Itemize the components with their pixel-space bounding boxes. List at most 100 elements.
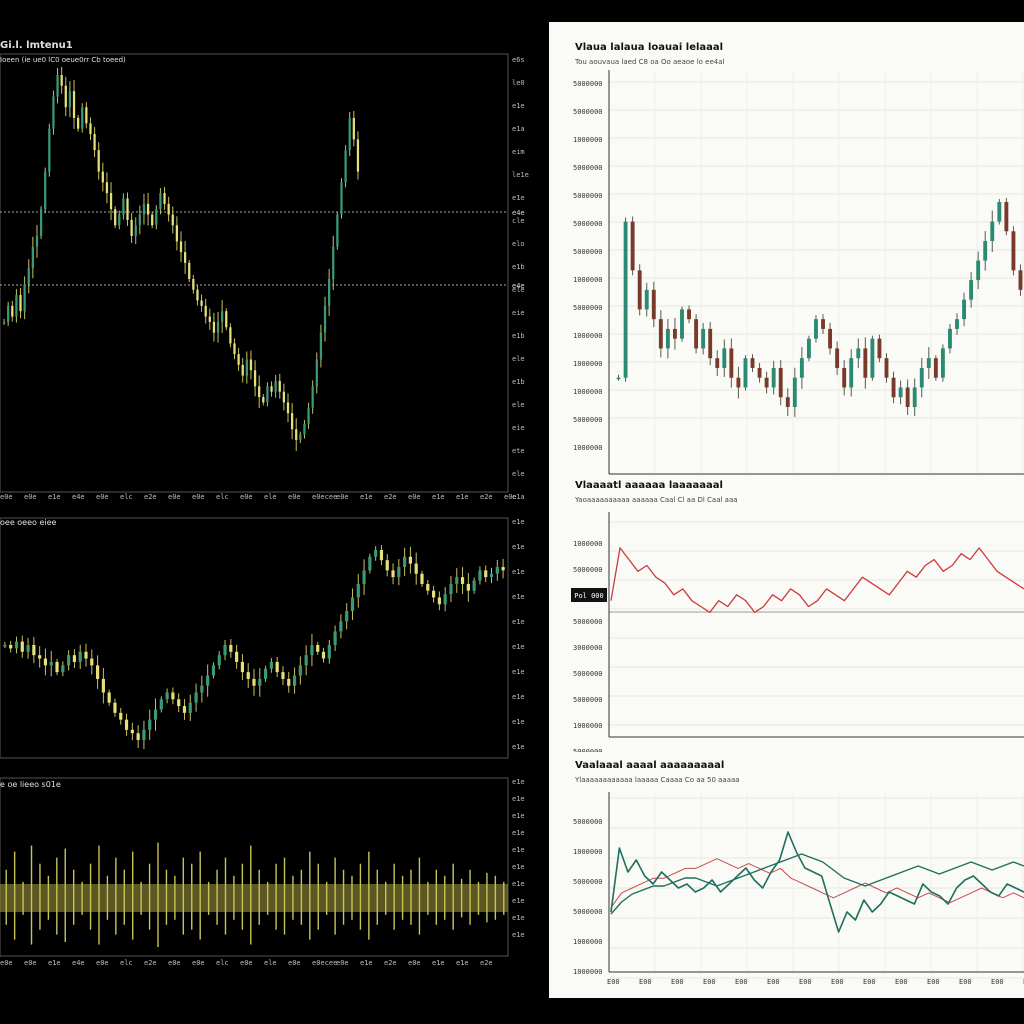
main-candle [183, 252, 187, 263]
rtop-candle [948, 328, 952, 349]
reference-line-label: e4e [512, 282, 525, 290]
x-tick-label: e1e [432, 959, 445, 967]
series-line-teal [610, 831, 1024, 933]
mid-candle [90, 658, 94, 666]
rtop-candle [849, 358, 854, 388]
y-tick-label: 5000000 [573, 164, 603, 172]
mid-candle [206, 675, 210, 686]
mid-candle [379, 550, 384, 561]
main-candle [266, 386, 269, 403]
y-tick-label: 5000000 [573, 566, 603, 574]
rtop-candle [976, 260, 981, 281]
main-candle [7, 305, 10, 322]
x-tick-label: elc [216, 493, 229, 500]
x-tick-label: E00 [831, 978, 844, 986]
mid-candle [275, 661, 279, 673]
main-candle [167, 203, 170, 215]
right-top-title: Vlaua lalaua loauai lelaaal [575, 42, 724, 53]
x-tick-label: e0e [0, 959, 13, 967]
mid-candle [333, 631, 337, 645]
main-candle [233, 343, 236, 355]
plot-frame [0, 777, 509, 957]
y-tick-label: e1b [512, 378, 525, 386]
x-tick-label: e0e [336, 493, 349, 500]
y-tick-label: e1e [512, 846, 525, 854]
y-tick-label: e1e [512, 897, 525, 905]
main-candle [81, 107, 84, 129]
mid-candle [84, 651, 88, 659]
y-tick-label: e1e [512, 668, 525, 676]
mid-candle [321, 651, 326, 659]
rtop-candle [644, 289, 649, 310]
main-candle [27, 268, 30, 285]
main-candle [336, 214, 339, 247]
mid-candle [426, 583, 430, 591]
right-report-sheet: Vlaua lalaua loauai lelaaal Tou aouvaua … [549, 22, 1024, 998]
rtop-candle [701, 328, 706, 349]
y-tick-label: e1e [512, 543, 525, 551]
mid-candle [229, 645, 233, 652]
main-candle [303, 423, 306, 435]
left-bottom-plot: e1e e1e e1e e1e e1e e1e e1e e1e e1e e1e e0e e0e e1e e… [0, 777, 525, 967]
mid-candle [3, 645, 7, 647]
mid-candle [368, 556, 372, 571]
main-candle [237, 354, 240, 365]
x-tick-label: e1e [456, 493, 469, 500]
y-tick-label: 5000000 [573, 304, 603, 312]
mid-candle [269, 661, 273, 669]
main-candle [122, 198, 125, 215]
x-tick-label: E00 [735, 978, 748, 986]
mid-candle [136, 733, 140, 740]
mid-candle [32, 645, 36, 656]
main-candle [151, 214, 154, 226]
mid-candle [437, 597, 441, 605]
mid-candle [223, 645, 227, 656]
left-main-title: Gi.l. lmtenu1 [0, 40, 73, 51]
y-tick-label: e1e [512, 863, 525, 871]
y-tick-label: eie [512, 309, 525, 317]
main-candle [249, 359, 253, 371]
x-tick-label: e4e [72, 959, 85, 967]
mid-candle [235, 651, 239, 662]
main-candle [48, 128, 51, 172]
mid-candle [43, 658, 48, 666]
y-tick-label: elo [512, 240, 525, 248]
main-candle [262, 397, 265, 403]
mid-candle [281, 672, 285, 679]
right-top-subtitle: Tou aouvaua laed C8 oa Oo aeaoe lo ee4al [575, 58, 725, 66]
y-tick-label: eie [512, 424, 525, 432]
mid-candle [414, 563, 418, 574]
main-candle [253, 370, 257, 387]
main-candle [35, 236, 39, 247]
x-tick-label: elc [120, 493, 133, 500]
y-tick-label: eim [512, 148, 525, 156]
y-tick-label: 5000000 [573, 618, 603, 626]
main-candle [93, 134, 96, 151]
main-candle [44, 171, 47, 210]
x-tick-label: elc [120, 959, 133, 967]
y-tick-label: e1e [512, 102, 525, 110]
rtop-candle [990, 221, 995, 242]
mid-candle [95, 665, 100, 679]
y-tick-label: cle [512, 217, 525, 225]
mid-candle [455, 577, 459, 584]
x-tick-label: e2e [144, 959, 157, 967]
mid-candle [20, 641, 24, 652]
mid-candle [263, 668, 268, 679]
main-candle [175, 225, 179, 242]
main-candle [68, 91, 72, 108]
x-tick-label: E00 [671, 978, 684, 986]
left-middle-chart: oee oeeo eiee e1e e1e e1e e1e e1e e1e e1e e1e e1… [0, 510, 530, 770]
x-tick-label: E00 [767, 978, 780, 986]
rtop-candle [863, 348, 868, 378]
main-candle [315, 359, 318, 387]
mid-candle [345, 611, 349, 622]
mid-candle [130, 729, 134, 734]
series-line [610, 547, 1024, 614]
main-candle [155, 209, 158, 226]
y-tick-label: 1000000 [573, 722, 603, 730]
mid-candle [408, 556, 413, 564]
mid-candle [165, 692, 169, 700]
x-tick-label: e0e [168, 493, 181, 500]
rtop-candle [821, 319, 825, 329]
